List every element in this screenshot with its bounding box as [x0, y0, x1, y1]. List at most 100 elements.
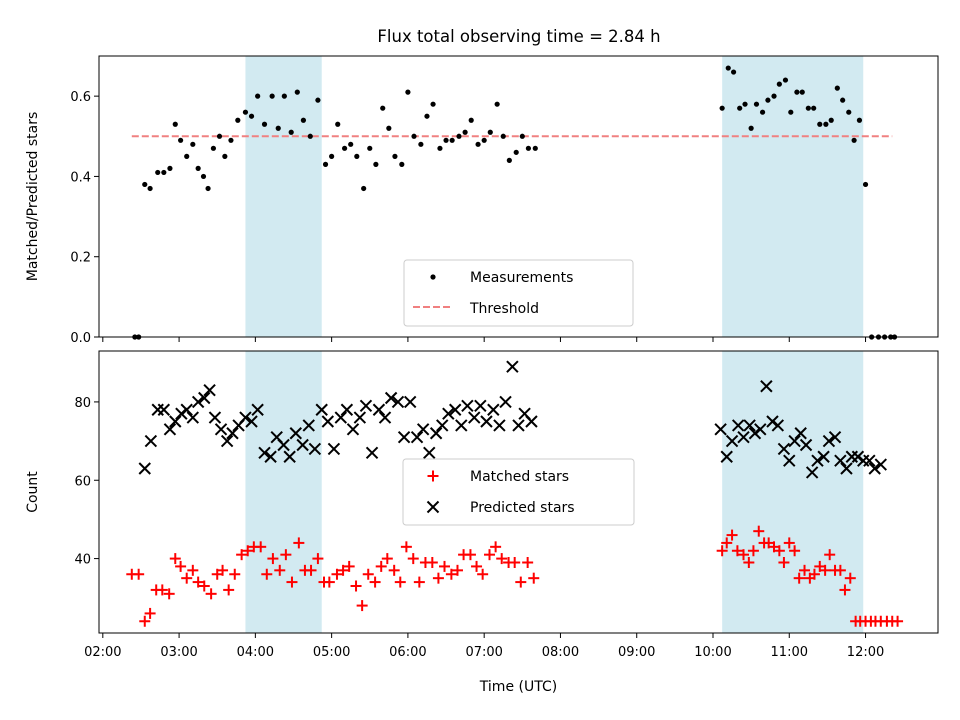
measurement-point	[468, 117, 474, 123]
predicted-star-point	[151, 403, 164, 416]
matched-star-point	[892, 615, 904, 627]
measurement-point	[494, 101, 500, 107]
predicted-star-point	[334, 411, 347, 424]
measurement-point	[411, 133, 417, 139]
predicted-star-point	[203, 383, 216, 397]
measurement-point	[799, 89, 805, 95]
predicted-star-point	[851, 450, 865, 463]
matched-star-point	[205, 588, 217, 600]
x-tick-label: 07:00	[465, 645, 502, 660]
legend-marker-matched	[427, 470, 439, 482]
bottom-panel: 40 60 80 02:00 03:00 04:00 05:00 06:00 07:00 08:0…	[25, 350, 939, 695]
predicted-star-point	[169, 415, 182, 428]
measurement-point	[730, 69, 737, 75]
legend-label-threshold: Threshold	[469, 301, 539, 317]
predicted-star-point	[186, 411, 200, 424]
measurement-point	[748, 125, 754, 131]
measurement-point	[155, 169, 161, 176]
matched-star-point	[490, 541, 502, 553]
predicted-star-point	[468, 411, 481, 424]
matched-star-point	[356, 600, 368, 612]
predicted-star-point	[175, 407, 188, 420]
measurement-point	[851, 137, 857, 143]
matched-star-point	[181, 572, 193, 584]
predicted-star-point	[258, 446, 271, 460]
matched-star-point	[407, 553, 419, 565]
matched-star-point	[156, 584, 168, 596]
predicted-star-point	[214, 423, 228, 436]
matched-star-point	[496, 553, 508, 565]
measurement-point	[147, 185, 153, 192]
matched-star-point	[187, 564, 199, 576]
measurement-point	[161, 169, 167, 176]
matched-star-point	[261, 568, 273, 580]
predicted-star-point	[416, 423, 430, 436]
matched-star-point	[133, 568, 145, 580]
matched-star-point	[522, 557, 534, 568]
measurement-point	[443, 137, 449, 143]
matched-star-point	[484, 549, 496, 561]
matched-star-point	[280, 549, 292, 561]
measurement-point	[424, 113, 430, 119]
matched-star-point	[726, 529, 738, 541]
matched-star-point	[400, 541, 412, 553]
axes-frame	[98, 350, 939, 634]
predicted-star-point	[811, 454, 824, 467]
measurement-point	[373, 161, 379, 167]
measurement-point	[261, 121, 268, 127]
predicted-star-point	[296, 438, 309, 452]
predicted-star-point	[493, 419, 506, 432]
matched-star-point	[267, 553, 279, 565]
predicted-star-point	[868, 462, 881, 475]
measurement-point	[399, 161, 405, 167]
predicted-star-point	[766, 415, 779, 428]
matched-star-point	[293, 537, 305, 549]
predicted-star-point	[163, 423, 177, 436]
measurement-point	[737, 105, 743, 111]
measurement-point	[525, 145, 532, 151]
predicted-star-point	[777, 442, 791, 456]
predicted-star-point	[743, 419, 756, 432]
y-axis-label: Matched/Predicted stars	[25, 112, 41, 282]
observing-window	[245, 56, 322, 337]
predicted-star-point	[455, 419, 468, 432]
predicted-star-point	[788, 434, 801, 448]
measurement-point	[513, 149, 519, 155]
matched-star-point	[844, 572, 856, 584]
measurement-point	[216, 133, 223, 139]
measurement-point	[834, 85, 840, 91]
matched-star-point	[139, 615, 151, 627]
measurement-point	[288, 129, 294, 135]
predicted-star-point	[264, 450, 277, 463]
measurement-point	[361, 185, 367, 192]
predicted-star-point	[512, 419, 525, 432]
y-tick-label: 40	[74, 553, 91, 568]
matched-star-point	[388, 564, 400, 576]
predicted-star-point	[239, 411, 252, 424]
matched-star-point	[445, 568, 457, 580]
matched-star-point	[793, 572, 805, 584]
matched-star-point	[789, 545, 801, 557]
measurement-point	[805, 105, 811, 111]
predicted-star-point	[714, 423, 727, 436]
measurement-point	[222, 153, 228, 159]
matched-star-point	[426, 557, 438, 568]
matched-star-point	[747, 545, 759, 557]
matched-star-point	[163, 588, 175, 600]
measurement-point	[418, 141, 424, 147]
matched-star-point	[343, 560, 355, 572]
measurement-point	[269, 93, 275, 99]
chart-title: Flux total observing time = 2.84 h	[377, 27, 660, 46]
measurement-point	[195, 165, 201, 171]
matched-star-point	[375, 560, 387, 572]
measurement-point	[487, 129, 493, 135]
matched-star-point	[369, 576, 381, 588]
measurement-point	[335, 121, 341, 127]
axes-frame	[98, 55, 939, 338]
measurement-point	[341, 145, 348, 151]
measurement-point	[846, 109, 852, 115]
predicted-star-point	[429, 427, 443, 440]
predicted-star-point	[731, 419, 745, 432]
predicted-star-point	[378, 411, 392, 424]
